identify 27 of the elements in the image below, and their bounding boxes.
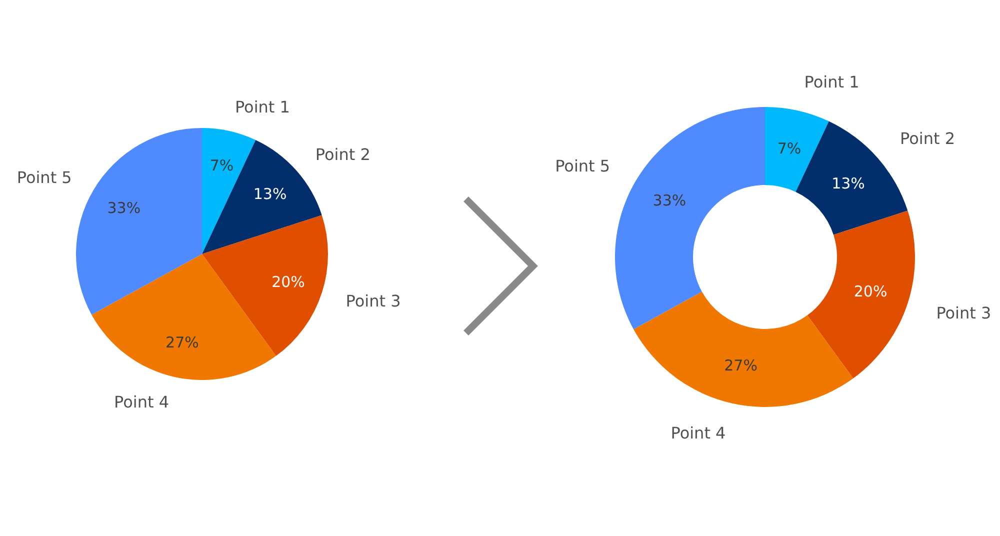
data-label: 27%: [166, 334, 199, 352]
data-label: 7%: [777, 140, 802, 158]
pie-slice: [202, 128, 256, 254]
data-label: 7%: [210, 156, 234, 174]
slice-label: Point 2: [900, 128, 956, 148]
slice-label: Point 1: [804, 72, 860, 91]
donut-slice: [634, 292, 854, 407]
data-label: 13%: [832, 174, 865, 193]
donut-slice: [807, 210, 915, 378]
slice-label: Point 2: [315, 144, 370, 164]
data-label: 20%: [854, 282, 888, 300]
data-label: 33%: [107, 198, 141, 217]
data-label: 33%: [652, 191, 686, 210]
slice-label: Point 3: [346, 291, 401, 310]
data-label: 13%: [253, 185, 287, 204]
data-label: 27%: [724, 356, 758, 374]
slice-label: Point 1: [234, 96, 290, 116]
slice-label: Point 3: [936, 303, 992, 322]
slice-label: Point 5: [16, 168, 72, 187]
data-label: 20%: [272, 273, 305, 292]
slice-label: Point 4: [670, 423, 726, 442]
pie-slice: [76, 128, 202, 315]
donut-slice: [615, 107, 765, 330]
donut-slice: [765, 107, 829, 192]
slice-label: Point 4: [114, 392, 170, 412]
slice-label: Point 5: [555, 156, 610, 175]
pie-slice: [202, 215, 328, 356]
